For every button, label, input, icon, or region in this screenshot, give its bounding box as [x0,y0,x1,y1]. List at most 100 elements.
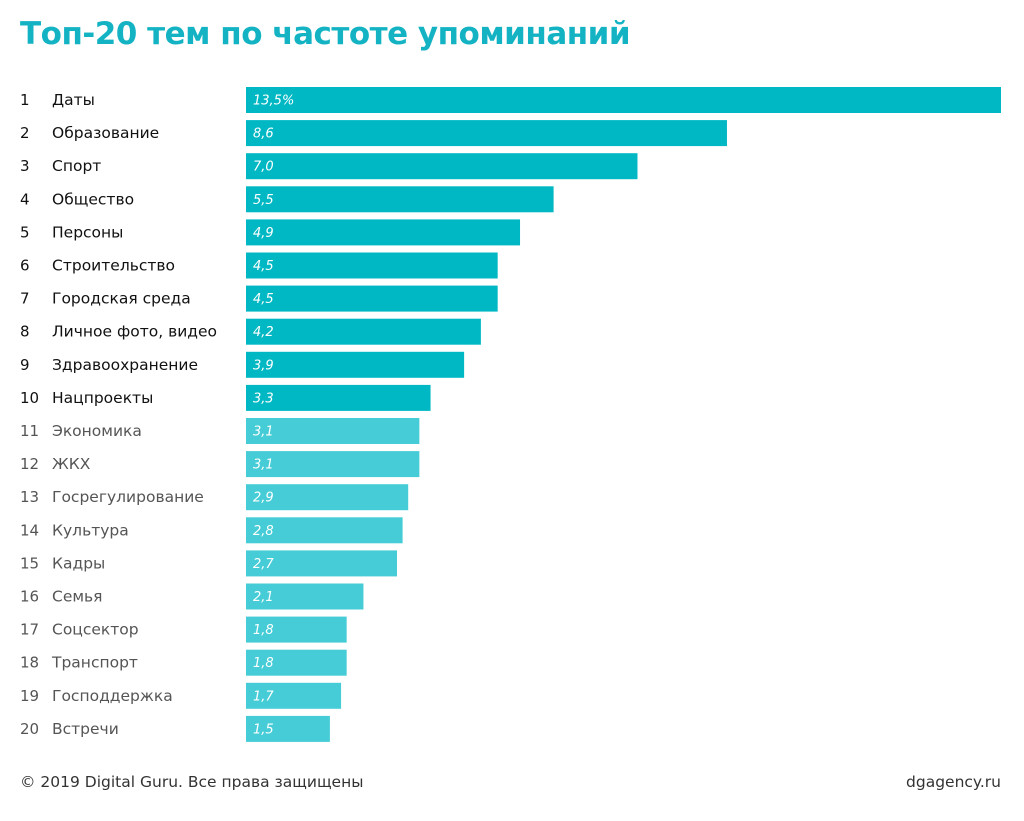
value-label: 7,0 [253,160,274,175]
category-label: Персоны [52,223,123,241]
value-label: 3,1 [253,425,274,440]
bar-row: 11 Экономика 3,1 [20,418,420,444]
bar-row: 16 Семья 2,1 [20,583,364,610]
rank-label: 14 [20,521,39,539]
rank-label: 9 [20,356,30,374]
category-label: Здравоохранение [52,356,198,374]
bar-row: 10 Нацпроекты 3,3 [20,384,431,411]
bar [246,616,347,643]
value-label: 3,9 [253,358,274,373]
value-label: 3,3 [253,391,274,406]
category-label: Спорт [52,157,101,175]
rank-label: 4 [20,190,30,208]
category-label: Образование [52,124,159,142]
bar [246,285,498,312]
rank-label: 8 [20,323,30,341]
bar-row: 3 Спорт 7,0 [20,153,638,180]
category-label: Строительство [52,257,175,275]
bar-row: 15 Кадры 2,7 [20,550,397,577]
value-label: 2,9 [253,491,274,506]
rank-label: 5 [20,223,30,241]
bar-row: 2 Образование 8,6 [20,120,727,147]
category-label: Госрегулирование [52,488,204,506]
bar [246,517,403,544]
category-label: Соцсектор [52,621,139,639]
rank-label: 10 [20,389,39,407]
bar [246,649,347,676]
value-label: 3,1 [253,458,274,473]
bar-row: 20 Встречи 1,5 [20,715,330,742]
rank-label: 1 [20,91,30,109]
value-label: 2,8 [253,524,274,539]
bar-row: 8 Личное фото, видео 4,2 [20,318,481,345]
bar [246,418,420,444]
bar [246,153,638,180]
bar [246,715,330,742]
bar-row: 12 ЖКХ 3,1 [20,451,420,478]
value-label: 4,5 [253,259,274,274]
bar [246,384,431,411]
category-label: Транспорт [51,654,138,672]
value-label: 1,7 [253,689,274,704]
bar [246,484,409,511]
bar-row: 14 Культура 2,8 [20,517,403,544]
bar [246,351,465,378]
value-label: 1,8 [253,656,274,671]
value-label: 1,5 [253,722,274,737]
bar [246,682,342,709]
category-label: Даты [52,91,95,109]
footer-copyright: © 2019 Digital Guru. Все права защищены [20,773,364,791]
bar-row: 6 Строительство 4,5 [20,252,498,279]
value-label: 2,1 [253,590,274,605]
category-label: Общество [52,190,134,208]
value-label: 4,9 [253,226,274,241]
rank-label: 18 [20,654,39,672]
bar [246,318,481,345]
bar-row: 1 Даты 13,5% [20,87,1001,113]
bar [246,120,727,147]
category-label: ЖКХ [52,455,91,473]
category-label: Личное фото, видео [52,323,217,341]
rank-label: 12 [20,455,39,473]
value-label: 2,7 [253,557,274,572]
category-label: Городская среда [52,290,191,308]
bar-row: 19 Господдержка 1,7 [20,682,342,709]
rank-label: 7 [20,290,30,308]
bar [246,87,1001,113]
value-label: 4,2 [253,325,274,340]
footer-site-link[interactable]: dgagency.ru [906,773,1001,791]
bar-row: 17 Соцсектор 1,8 [20,616,347,643]
category-label: Кадры [52,554,105,572]
value-label: 13,5% [253,94,294,109]
value-label: 1,8 [253,623,274,638]
bar [246,219,521,246]
bar [246,550,397,577]
bar-row: 5 Персоны 4,9 [20,219,521,246]
rank-label: 15 [20,554,39,572]
rank-label: 3 [20,157,30,175]
rank-label: 16 [20,588,39,606]
bar-row: 13 Госрегулирование 2,9 [20,484,409,511]
chart-title: Топ-20 тем по частоте упоминаний [20,16,631,52]
rank-label: 2 [20,124,30,142]
value-label: 8,6 [253,127,274,142]
rank-label: 20 [20,720,39,738]
rank-label: 19 [20,687,39,705]
category-label: Нацпроекты [52,389,153,407]
value-label: 4,5 [253,292,274,307]
rank-label: 11 [20,422,39,440]
bar-row: 18 Транспорт 1,8 [20,649,347,676]
category-label: Экономика [52,422,142,440]
bar-row: 7 Городская среда 4,5 [20,285,498,312]
category-label: Встречи [52,720,119,738]
rank-label: 6 [20,257,30,275]
rank-label: 13 [20,488,39,506]
bar [246,583,364,610]
rank-label: 17 [20,621,39,639]
bar [246,451,420,478]
category-label: Культура [52,521,129,539]
bar-row: 4 Общество 5,5 [20,186,554,213]
bar-row: 9 Здравоохранение 3,9 [20,351,465,378]
bar [246,252,498,279]
